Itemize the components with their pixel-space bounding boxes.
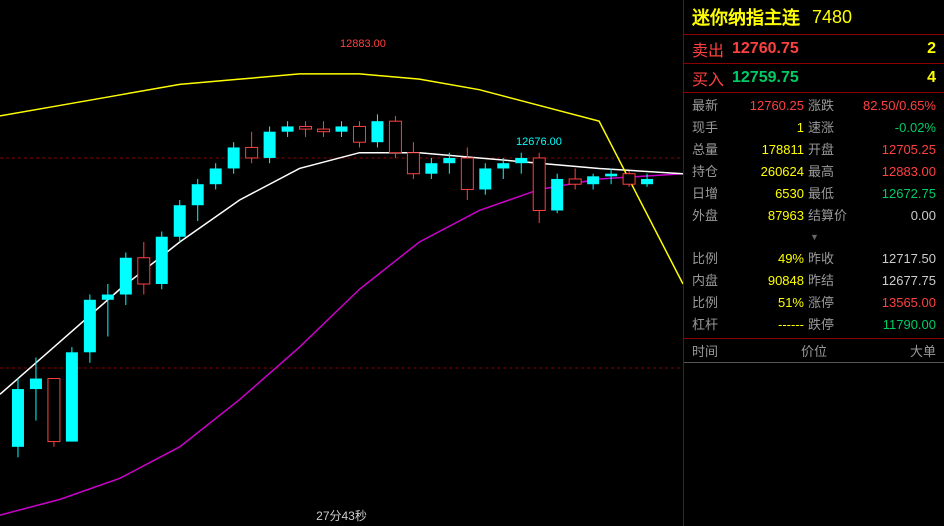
stats-row: 杠杆------跌停11790.00 (684, 314, 944, 336)
bid-label: 买入 (692, 66, 732, 90)
bid-volume: 4 (866, 69, 936, 87)
stat-value: 82.50/0.65% (848, 96, 936, 116)
stat-value: 12677.75 (848, 271, 936, 291)
bid-price: 12759.75 (732, 69, 866, 87)
stats-row: 现手1速涨-0.02% (684, 117, 944, 139)
stat-label: 外盘 (692, 206, 728, 247)
stats-row: 最新12760.25涨跌82.50/0.65% (684, 95, 944, 117)
instrument-name: 迷你纳指主连 (692, 4, 800, 30)
stat-value: 12717.50 (848, 249, 936, 269)
stat-label: 最新 (692, 96, 728, 116)
stat-label: 持仓 (692, 162, 728, 182)
stat-value: 0.00 (848, 206, 936, 247)
stat-label: 昨收 (804, 249, 848, 269)
stat-label: 杠杆 (692, 315, 728, 335)
ask-row[interactable]: 卖出 12760.75 2 (684, 35, 944, 64)
ask-price: 12760.75 (732, 40, 866, 58)
stat-value: ------ (728, 315, 804, 335)
trade-tape-header: 时间 价位 大单 (684, 339, 944, 363)
stats-row: 持仓260624最高12883.00 (684, 161, 944, 183)
stats-row: 比例51%涨停13565.00 (684, 292, 944, 314)
col-time: 时间 (692, 341, 773, 360)
stats-row: 外盘87963结算价▼0.00 (684, 205, 944, 248)
stat-label: 日增 (692, 184, 728, 204)
col-bigorder: 大单 (855, 341, 936, 360)
stats-grid: 最新12760.25涨跌82.50/0.65%现手1速涨-0.02%总量1788… (684, 93, 944, 339)
stat-label: 涨跌 (804, 96, 848, 116)
stat-label: 开盘 (804, 140, 848, 160)
stat-value: 12883.00 (848, 162, 936, 182)
stat-value: 11790.00 (848, 315, 936, 335)
chart-area[interactable]: 12883.00 12676.00 27分43秒 (0, 0, 684, 526)
stat-label: 涨停 (804, 293, 848, 313)
stat-label: 总量 (692, 140, 728, 160)
stat-label: 现手 (692, 118, 728, 138)
instrument-code: 7480 (812, 7, 852, 28)
stat-value: 1 (728, 118, 804, 138)
stat-label: 速涨 (804, 118, 848, 138)
stat-value: 6530 (728, 184, 804, 204)
stat-label: 比例 (692, 249, 728, 269)
stat-label: 昨结 (804, 271, 848, 291)
stat-value: 49% (728, 249, 804, 269)
stat-label: 最高 (804, 162, 848, 182)
stat-value: 87963 (728, 206, 804, 247)
stat-label: 比例 (692, 293, 728, 313)
stats-row: 日增6530最低12672.75 (684, 183, 944, 205)
stat-value: 13565.00 (848, 293, 936, 313)
stat-value: 178811 (728, 140, 804, 160)
stats-row: 内盘90848昨结12677.75 (684, 270, 944, 292)
stat-value: 51% (728, 293, 804, 313)
stat-label: 跌停 (804, 315, 848, 335)
stat-label: 最低 (804, 184, 848, 204)
stat-value: 12705.25 (848, 140, 936, 160)
stat-label: 结算价▼ (804, 206, 848, 247)
countdown-timer: 27分43秒 (314, 505, 369, 526)
bid-row[interactable]: 买入 12759.75 4 (684, 64, 944, 93)
candlestick-chart (0, 0, 683, 526)
ask-volume: 2 (866, 40, 936, 58)
stat-value: 12672.75 (848, 184, 936, 204)
stat-value: 260624 (728, 162, 804, 182)
ask-label: 卖出 (692, 37, 732, 61)
stat-label: 内盘 (692, 271, 728, 291)
stats-row: 总量178811开盘12705.25 (684, 139, 944, 161)
title-row[interactable]: 迷你纳指主连 7480 (684, 0, 944, 35)
stat-value: -0.02% (848, 118, 936, 138)
stat-value: 12760.25 (728, 96, 804, 116)
stat-value: 90848 (728, 271, 804, 291)
col-price: 价位 (773, 341, 854, 360)
stats-row: 比例49%昨收12717.50 (684, 248, 944, 270)
side-panel: 迷你纳指主连 7480 卖出 12760.75 2 买入 12759.75 4 … (684, 0, 944, 526)
